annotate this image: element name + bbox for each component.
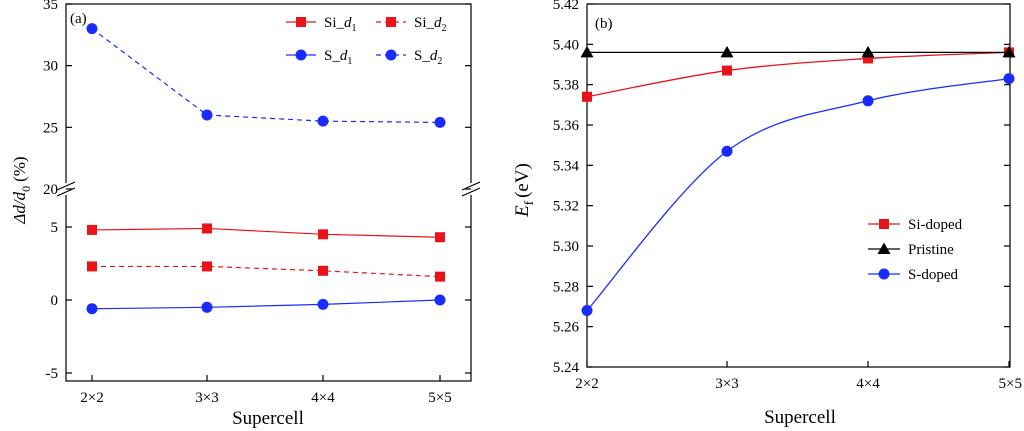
panel-a-ytick-label: 35 [43,0,58,13]
legend-marker-Si_d2 [386,17,396,27]
data-point-Pristine-5×5 [1002,45,1016,58]
legend-label-Pristine: Pristine [908,242,954,258]
data-point-Si-doped-2×2 [582,91,592,102]
panel-a-series [86,23,446,315]
panel-a-xtick-label: 2×2 [80,390,103,406]
panel-a-ylabel: Δd/d0 (%) [10,156,33,224]
panel-b-ytick-label: 5.38 [553,78,579,94]
panel-b-xlabel: Supercell [764,407,836,428]
panel-b-ytick-label: 5.42 [553,0,579,13]
data-point-Si_d2-3×3 [202,261,212,272]
panel-a-label: (a) [70,11,87,27]
panel-a-ytick-label: 5 [51,220,59,236]
panel-b-ylabel-sub: f [521,200,536,205]
panel-a-ylabel-unit: (%) [10,156,29,181]
data-point-Si_d2-2×2 [87,261,97,272]
series-line-S-doped [586,77,1010,311]
data-point-Si_d1-2×2 [87,224,97,235]
panel-a-ylabel-sub: 0 [19,186,33,192]
legend-marker-S-doped [878,268,890,280]
panel-b-ytick-label: 5.34 [553,158,580,174]
panel-a-xtick-label: 3×3 [195,390,218,406]
legend-label-Si_d1: Si_d1 [324,15,357,34]
panel-a-ticks: -5 0 5 20 25 30 35 2×2 3×3 4×4 5×5 [43,0,471,406]
panel-b-frame [586,3,1011,368]
panel-b-ytick-label: 5.24 [553,360,580,376]
panel-a: -5 0 5 20 25 30 35 2×2 3×3 4×4 5×5 (a) Supercell Δ… [10,0,481,429]
data-point-S_d1-4×4 [317,298,329,310]
data-point-Pristine-2×2 [580,45,594,58]
legend-marker-Si-doped [879,219,889,229]
panel-b-label: (b) [595,16,613,32]
legend-label-S_d2: S_d2 [414,48,442,67]
panel-b-ytick-label: 5.40 [553,37,579,53]
data-point-Si-doped-3×3 [722,65,732,76]
series-line-S_d1 [91,299,441,310]
panel-a-ytick-label: 0 [51,293,59,309]
panel-b-ytick-label: 5.32 [553,199,579,215]
panel-a-xlabel: Supercell [232,408,304,429]
panel-b-xtick-label: 5×5 [999,376,1022,392]
data-point-S_d1-5×5 [434,294,446,306]
data-point-Si-doped-4×4 [863,53,873,64]
legend-label-S_d1: S_d1 [324,48,352,67]
data-point-S_d2-2×2 [86,23,98,35]
panel-a-xtick-label: 4×4 [311,390,335,406]
panel-b-series [580,45,1016,317]
panel-a-ytick-label: 30 [43,59,58,75]
data-point-Si_d2-4×4 [318,265,328,276]
panel-b-ytick-label: 5.28 [553,279,579,295]
panel-b-ticks: 5.24 5.26 5.28 5.30 5.32 5.34 5.36 5.38 5.40 5.42… [553,0,1022,392]
legend-marker-Pristine [877,242,891,254]
legend-marker-S_d1 [295,49,307,61]
data-point-S_d2-4×4 [317,115,329,127]
legend-marker-S_d2 [385,49,397,61]
legend-label-Si-doped: Si-doped [908,217,963,233]
panel-b-ytick-label: 5.26 [553,320,580,336]
data-point-Pristine-4×4 [861,45,875,58]
series-line-S_d2 [91,28,441,124]
panel-b-ylabel: Ef (eV) [512,163,536,218]
panel-b-ylabel-main: E [512,205,533,218]
panel-b: 5.24 5.26 5.28 5.30 5.32 5.34 5.36 5.38 5.40 5.42… [512,0,1022,428]
series-line-Si_d2 [92,265,441,278]
panel-b-xtick-label: 4×4 [856,376,880,392]
series-line-Si-doped [586,51,1010,98]
panel-a-frame [65,3,472,382]
panel-b-legend: Si-doped Pristine S-doped [868,217,963,283]
data-point-Si_d1-4×4 [318,229,328,240]
data-point-S_d2-3×3 [201,109,213,121]
data-point-Si_d2-5×5 [435,271,445,282]
data-point-S_d1-2×2 [86,303,98,315]
data-point-S_d2-5×5 [434,116,446,128]
panel-a-xtick-label: 5×5 [428,390,451,406]
data-point-Si_d1-5×5 [435,232,445,243]
panel-b-xtick-label: 3×3 [715,376,738,392]
panel-b-ylabel-unit: (eV) [512,163,533,198]
data-point-S-doped-4×4 [862,95,874,107]
panel-a-legend: Si_d1 Si_d2 S_d1 S_d2 [286,15,447,67]
panel-b-xtick-label: 2×2 [575,376,598,392]
legend-label-S-doped: S-doped [908,267,958,283]
panel-b-ytick-label: 5.30 [553,239,579,255]
data-point-S-doped-5×5 [1003,73,1015,85]
panel-a-ytick-label: -5 [46,366,59,382]
panel-a-ytick-label: 25 [43,120,58,136]
panel-b-ytick-label: 5.36 [553,118,580,134]
data-point-S-doped-2×2 [581,305,593,317]
data-point-Si_d1-3×3 [202,223,212,234]
data-point-S_d1-3×3 [201,301,213,313]
legend-marker-Si_d1 [296,17,306,27]
panel-a-ylabel-main: Δd/d [10,191,29,224]
panel-a-ytick-label: 20 [43,182,58,198]
legend-label-Si_d2: Si_d2 [414,15,447,34]
data-point-S-doped-3×3 [721,145,733,157]
series-line-Si_d1 [91,227,441,238]
data-point-Pristine-3×3 [720,45,734,58]
